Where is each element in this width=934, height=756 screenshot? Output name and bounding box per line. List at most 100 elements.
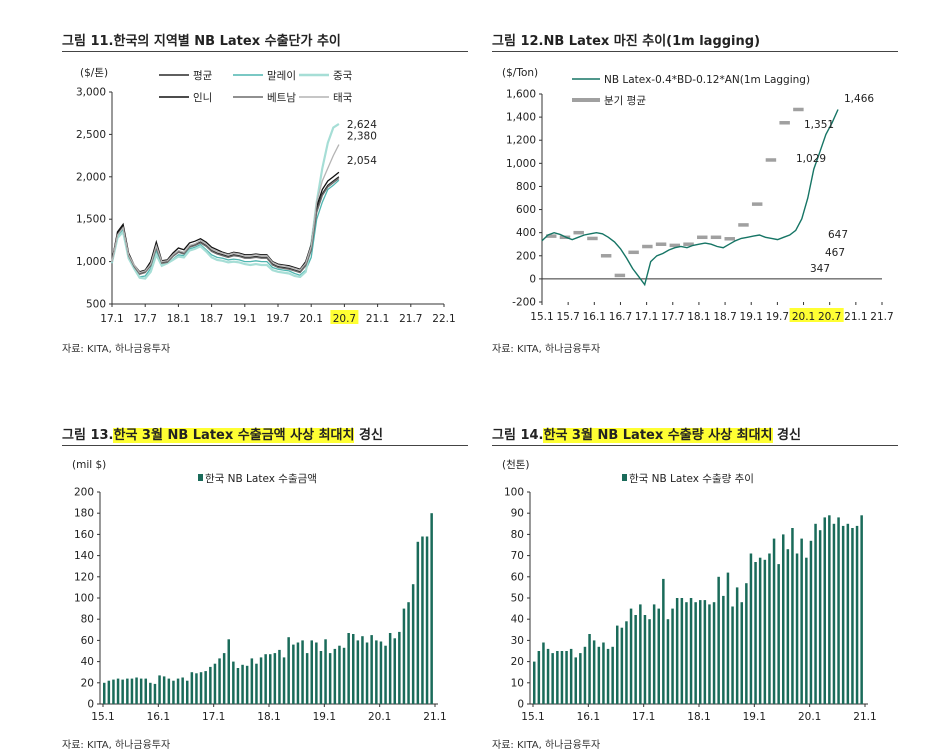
chart-panel-11: 그림 11.한국의 지역별 NB Latex 수출단가 추이 ($/톤) 500 1…: [62, 30, 468, 360]
bar: [758, 557, 762, 704]
value-label: 467: [825, 247, 845, 259]
highlighted-title: 한국 3월 NB Latex 수출금액 사상 최대치: [113, 428, 355, 443]
chart-title: 그림 14.한국 3월 NB Latex 수출량 사상 최대치 경신: [492, 428, 801, 443]
y-tick-label: 10: [511, 677, 524, 689]
bar: [388, 633, 392, 704]
bar: [158, 675, 161, 704]
bar: [795, 553, 799, 704]
bar: [245, 665, 249, 704]
value-label: 1,466: [844, 93, 874, 105]
source-note: 자료: KITA, 하나금융투자: [62, 740, 171, 751]
legend-label: 인니: [193, 92, 212, 104]
y-tick-label: 60: [511, 571, 524, 583]
y-tick-label: 1,000: [506, 158, 536, 170]
bar: [588, 634, 591, 704]
bar: [694, 602, 697, 704]
bar: [139, 678, 143, 704]
bar: [786, 549, 790, 704]
y-tick-label: 20: [81, 677, 94, 689]
end-value-label: 2,054: [347, 155, 377, 167]
bar: [712, 602, 716, 704]
bar: [130, 678, 134, 704]
title-rule: [62, 51, 468, 52]
bar: [782, 534, 785, 704]
end-value-label: 2,624: [347, 119, 377, 131]
bar: [287, 637, 290, 704]
bar: [398, 631, 401, 704]
x-tick-label: 18.1: [687, 711, 710, 723]
bar: [639, 604, 642, 704]
bar: [662, 578, 665, 704]
y-tick-label: 1,200: [506, 135, 536, 147]
bar: [611, 646, 614, 704]
value-label: 647: [828, 229, 848, 241]
bar: [116, 678, 120, 704]
bar: [731, 606, 734, 704]
x-tick-label: 17.1: [100, 313, 123, 325]
bar: [763, 559, 767, 704]
bar: [855, 525, 859, 704]
bar: [255, 663, 258, 704]
bar: [232, 661, 235, 704]
chart-panel-13: 그림 13.한국 3월 NB Latex 수출금액 사상 최대치 경신 (mil…: [62, 424, 468, 754]
legend-label: 분기 평균: [604, 95, 646, 107]
x-tick-label: 16.7: [609, 311, 632, 323]
bar: [699, 600, 702, 704]
legend-swatch: [622, 474, 627, 481]
bar: [680, 598, 684, 704]
bar: [356, 640, 360, 704]
x-tick-label: 19.1: [740, 311, 763, 323]
bar: [213, 663, 217, 704]
chart-title: 그림 11.한국의 지역별 NB Latex 수출단가 추이: [62, 34, 341, 49]
x-tick-label: 20.1: [792, 311, 815, 323]
bar: [347, 633, 350, 704]
x-tick-label: 15.7: [556, 311, 579, 323]
bar: [361, 636, 364, 704]
y-tick-label: 0: [529, 273, 536, 285]
legend-label: 태국: [333, 92, 353, 104]
source-note: 자료: KITA, 하나금융투자: [492, 344, 601, 355]
bar: [107, 680, 111, 704]
bar: [393, 638, 396, 704]
bar: [103, 682, 106, 704]
bar: [616, 625, 619, 704]
y-tick-label: 30: [511, 635, 524, 647]
x-tick-label: 18.7: [713, 311, 736, 323]
x-tick-label: 17.7: [134, 313, 157, 325]
bar: [726, 572, 730, 704]
x-tick-label: 19.1: [233, 313, 256, 325]
chart-panel-12: 그림 12.NB Latex 마진 추이(1m lagging) ($/Ton)…: [492, 30, 898, 360]
highlighted-title: 한국 3월 NB Latex 수출량 사상 최대치: [543, 428, 773, 443]
y-tick-label: 140: [74, 550, 94, 562]
bar: [365, 642, 369, 704]
bar: [425, 536, 429, 704]
bar: [592, 640, 596, 704]
bar: [204, 671, 207, 704]
bar: [338, 645, 341, 704]
bar: [625, 621, 628, 704]
bar: [841, 525, 845, 704]
y-tick-label: 40: [511, 614, 524, 626]
y-tick-label: 2,500: [76, 129, 106, 141]
x-tick-label: 21.1: [844, 311, 867, 323]
bar: [569, 648, 573, 704]
bar: [629, 608, 633, 704]
bar: [717, 576, 720, 704]
bar: [537, 651, 541, 704]
y-tick-label: 200: [74, 487, 94, 499]
bar: [606, 648, 610, 704]
bar: [218, 658, 221, 704]
bar: [556, 651, 559, 704]
bar: [264, 654, 267, 704]
value-label: 1,351: [804, 119, 834, 131]
x-tick-label: 18.1: [167, 313, 190, 325]
bar: [292, 644, 295, 704]
bar: [860, 515, 863, 704]
export-price-chart: ($/톤) 500 1,000 1,500 2,000 2,500 3,000 17.1 17.…: [76, 67, 456, 325]
bar: [809, 540, 813, 704]
bar: [167, 678, 171, 704]
bar: [772, 538, 776, 704]
bar: [533, 661, 536, 704]
y-tick-label: 0: [87, 699, 94, 711]
bar: [708, 604, 711, 704]
